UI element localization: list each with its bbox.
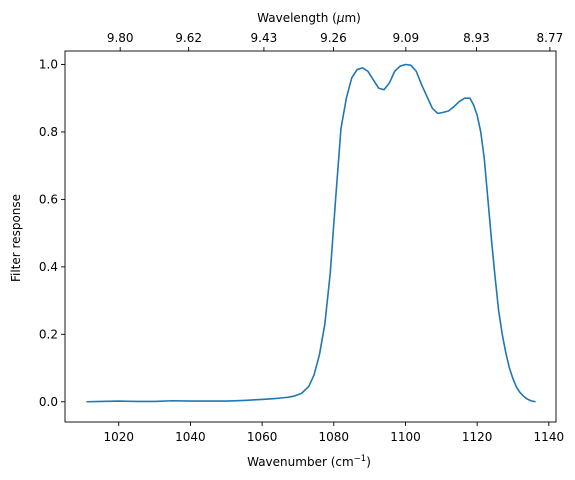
y-tick-label: 0.4 bbox=[39, 260, 58, 274]
y-tick-label: 0.2 bbox=[39, 327, 58, 341]
x-tick-label: 1140 bbox=[534, 430, 565, 444]
top-x-axis: 9.80 9.62 9.43 9.26 9.09 8.93 8.77 bbox=[107, 31, 563, 51]
plot-area bbox=[65, 51, 556, 422]
x-tick-label: 1080 bbox=[319, 430, 350, 444]
top-x-tick-label: 9.09 bbox=[392, 31, 419, 45]
x-tick-label: 1060 bbox=[247, 430, 278, 444]
top-x-tick-label: 9.80 bbox=[107, 31, 134, 45]
x-axis-label: Wavenumber (cm−1) bbox=[247, 454, 371, 469]
bottom-x-axis: 1020 1040 1060 1080 1100 1120 1140 bbox=[103, 422, 564, 444]
x-tick-label: 1120 bbox=[462, 430, 493, 444]
x-tick-label: 1040 bbox=[175, 430, 206, 444]
top-x-tick-label: 8.77 bbox=[537, 31, 564, 45]
top-x-tick-label: 8.93 bbox=[463, 31, 490, 45]
y-axis-label: Filter response bbox=[9, 194, 23, 282]
y-tick-label: 1.0 bbox=[39, 57, 58, 71]
y-tick-label: 0.8 bbox=[39, 125, 58, 139]
y-tick-label: 0.6 bbox=[39, 192, 58, 206]
series-line bbox=[86, 63, 536, 403]
left-y-axis: 0.0 0.2 0.4 0.6 0.8 1.0 bbox=[39, 57, 65, 409]
top-x-tick-label: 9.43 bbox=[251, 31, 278, 45]
y-tick-label: 0.0 bbox=[39, 395, 58, 409]
top-x-tick-label: 9.62 bbox=[175, 31, 202, 45]
x-tick-label: 1100 bbox=[390, 430, 421, 444]
top-x-axis-label: Wavelength (μm) bbox=[257, 11, 361, 25]
top-x-tick-label: 9.26 bbox=[320, 31, 347, 45]
plot-frame bbox=[64, 50, 557, 423]
x-tick-label: 1020 bbox=[103, 430, 134, 444]
